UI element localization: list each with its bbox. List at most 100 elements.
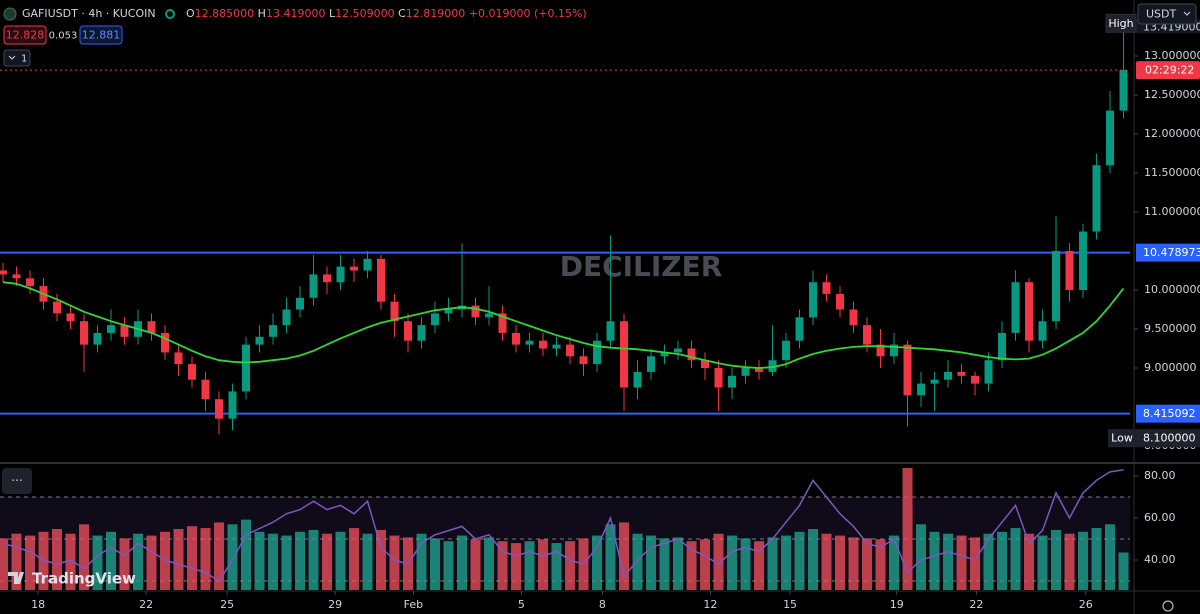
candle-body: [0, 270, 7, 275]
volume-bar: [794, 531, 805, 590]
candle-body: [228, 391, 237, 419]
low-value-box: [1136, 429, 1200, 448]
pane-menu-dots: ···: [11, 474, 22, 488]
x-tick-label: 25: [220, 598, 234, 611]
volume-bar: [551, 543, 562, 590]
candle-body: [296, 297, 305, 310]
volume-bar: [1010, 528, 1021, 590]
high-name: High: [1108, 17, 1133, 30]
candle-body: [998, 332, 1007, 361]
volume-bar: [1091, 528, 1102, 590]
candle-body: [512, 332, 521, 345]
volume-bar: [673, 537, 684, 590]
ohlc-value: 12.885000: [195, 7, 255, 20]
y-tick-label: 12.500000: [1144, 88, 1200, 101]
volume-bar: [754, 541, 765, 590]
chevron: [1183, 11, 1191, 16]
volume-bar: [214, 522, 225, 590]
volume-bar: [281, 535, 292, 590]
volume-bar: [187, 526, 198, 590]
candle-body: [890, 344, 899, 357]
candle-body: [768, 360, 777, 372]
level-label-box: [1136, 404, 1200, 423]
candle-body: [188, 364, 197, 380]
candle-body: [836, 293, 845, 310]
volume-bar: [119, 538, 130, 590]
low-name: Low: [1111, 432, 1133, 445]
candle-body: [971, 375, 980, 384]
volume-bar: [1024, 533, 1035, 590]
candle-body: [201, 379, 210, 400]
volume-bar: [565, 541, 576, 590]
volume-bar: [686, 541, 697, 590]
high-badge: [1105, 13, 1137, 33]
candle-body: [917, 383, 926, 396]
last-price-box: [1136, 61, 1200, 80]
volume-bar: [1078, 531, 1089, 590]
volume-bar: [1037, 535, 1048, 590]
symbol-icon: [3, 7, 17, 21]
candle-body: [1119, 70, 1128, 111]
volume-bar: [781, 535, 792, 590]
candle-body: [903, 344, 912, 396]
y-tick-label: 9.000000: [1144, 361, 1197, 374]
volume-bar: [132, 533, 143, 590]
x-tick-label: 26: [1079, 598, 1093, 611]
candle-body: [323, 274, 332, 283]
candle-body: [782, 340, 791, 361]
candle-body: [79, 321, 88, 345]
candle-body: [161, 332, 170, 353]
candle-body: [795, 317, 804, 341]
symbol[interactable]: GAFIUSDT · 4h · KUCOIN: [22, 7, 156, 20]
volume-bar: [241, 519, 252, 590]
volume-bar: [983, 533, 994, 590]
volume-bar: [659, 538, 670, 590]
rsi-tick-label: 60.00: [1144, 511, 1176, 524]
volume-bar: [105, 531, 116, 590]
volume-bar: [848, 537, 859, 590]
x-tick-label: 19: [890, 598, 904, 611]
pane-menu[interactable]: [2, 468, 32, 494]
candle-body: [255, 336, 264, 345]
candle-body: [930, 379, 939, 384]
candle-body: [404, 321, 413, 341]
x-tick-label: 22: [969, 598, 983, 611]
bid-box[interactable]: [3, 25, 47, 45]
volume-bar: [268, 533, 279, 590]
volume-bar: [389, 535, 400, 590]
volume-bar: [902, 468, 913, 590]
volume-bar: [11, 533, 22, 590]
volume-bar: [997, 531, 1008, 590]
currency-button[interactable]: [1137, 3, 1197, 25]
bid: 12.828: [6, 29, 45, 42]
volume-bar: [78, 524, 89, 590]
volume-bar: [308, 529, 319, 590]
x-tick-label: 22: [139, 598, 153, 611]
volume-bar: [1051, 529, 1062, 590]
candle-body: [485, 313, 494, 318]
volume-bar: [767, 537, 778, 590]
candle-body: [336, 266, 345, 283]
volume-bar: [646, 535, 657, 590]
settings-icon[interactable]: [1162, 600, 1174, 612]
candle-body: [282, 309, 291, 326]
candle-body: [728, 375, 737, 388]
candle-body: [1025, 282, 1034, 341]
volume-bar: [160, 531, 171, 590]
ask-box[interactable]: [79, 25, 123, 45]
candle-body: [984, 360, 993, 384]
volume-bar: [889, 535, 900, 590]
volume-bar: [929, 531, 940, 590]
candle-body: [1079, 231, 1088, 291]
candle-body: [579, 356, 588, 365]
candle-body: [863, 325, 872, 345]
volume-bar: [430, 538, 441, 590]
watermark: DECILIZER: [560, 250, 723, 283]
candle-body: [566, 344, 575, 357]
countdown: 02:29:22: [1145, 64, 1194, 77]
x-tick-label: 15: [783, 598, 797, 611]
candle-body: [93, 332, 102, 345]
candle-body: [498, 313, 507, 333]
indicator-toggle[interactable]: [3, 49, 31, 67]
